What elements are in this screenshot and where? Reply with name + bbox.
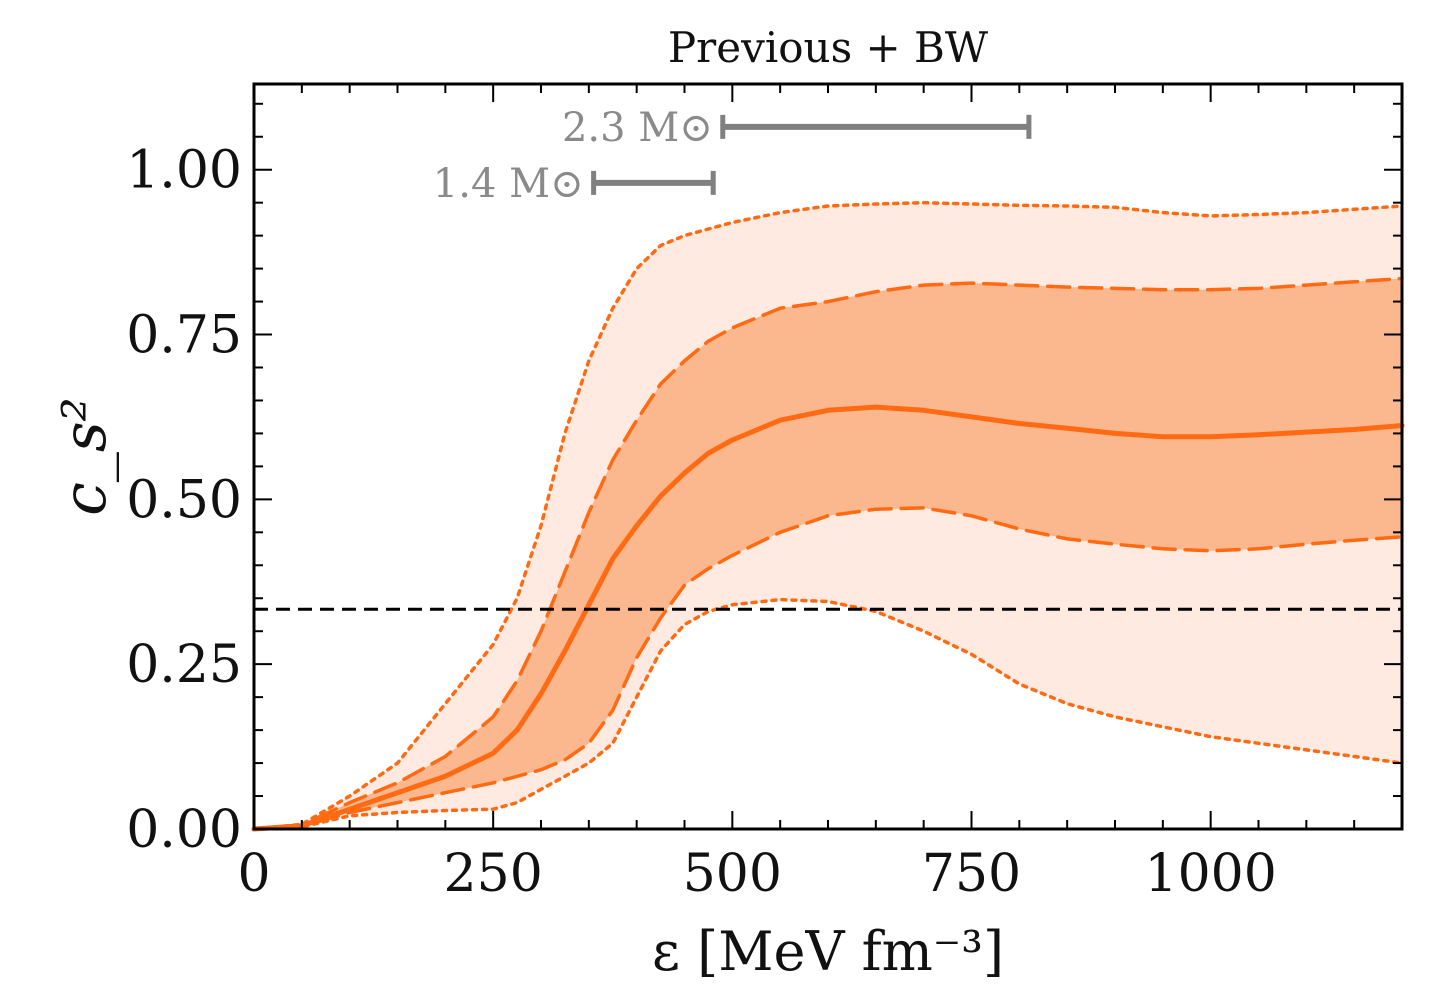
annotation-label: 2.3 M⊙ <box>562 105 713 151</box>
y-tick-label: 1.00 <box>126 141 242 201</box>
x-tick-label: 0 <box>237 844 270 904</box>
series-68-lower <box>252 506 1404 831</box>
y-tick-label: 0.50 <box>126 470 242 530</box>
x-axis-label: ε [MeV fm⁻³] <box>652 920 1004 983</box>
x-tick-label: 750 <box>922 844 1021 904</box>
series-95-lower <box>252 597 1404 831</box>
plot-frame <box>252 82 1404 831</box>
y-axis-label: c_s² <box>50 397 120 515</box>
chart-title: Previous + BW <box>668 23 989 72</box>
series-median <box>251 404 1405 832</box>
mass-annotations: 2.3 M⊙ 1.4 M⊙ <box>433 105 1032 207</box>
series-68-upper <box>252 276 1404 831</box>
y-tick-label: 0.00 <box>126 800 242 860</box>
x-tick-label: 1000 <box>1144 844 1276 904</box>
x-tick-label: 500 <box>683 844 782 904</box>
series-95-upper <box>252 200 1404 831</box>
y-tick-label: 0.25 <box>126 635 242 695</box>
curves <box>251 200 1405 832</box>
tick-labels: 0 250 500 750 1000 0.00 0.25 0.50 0.75 1.00 <box>126 141 1277 904</box>
annotation-label: 1.4 M⊙ <box>433 161 584 207</box>
y-tick-label: 0.75 <box>126 306 242 366</box>
x-tick-label: 250 <box>444 844 543 904</box>
